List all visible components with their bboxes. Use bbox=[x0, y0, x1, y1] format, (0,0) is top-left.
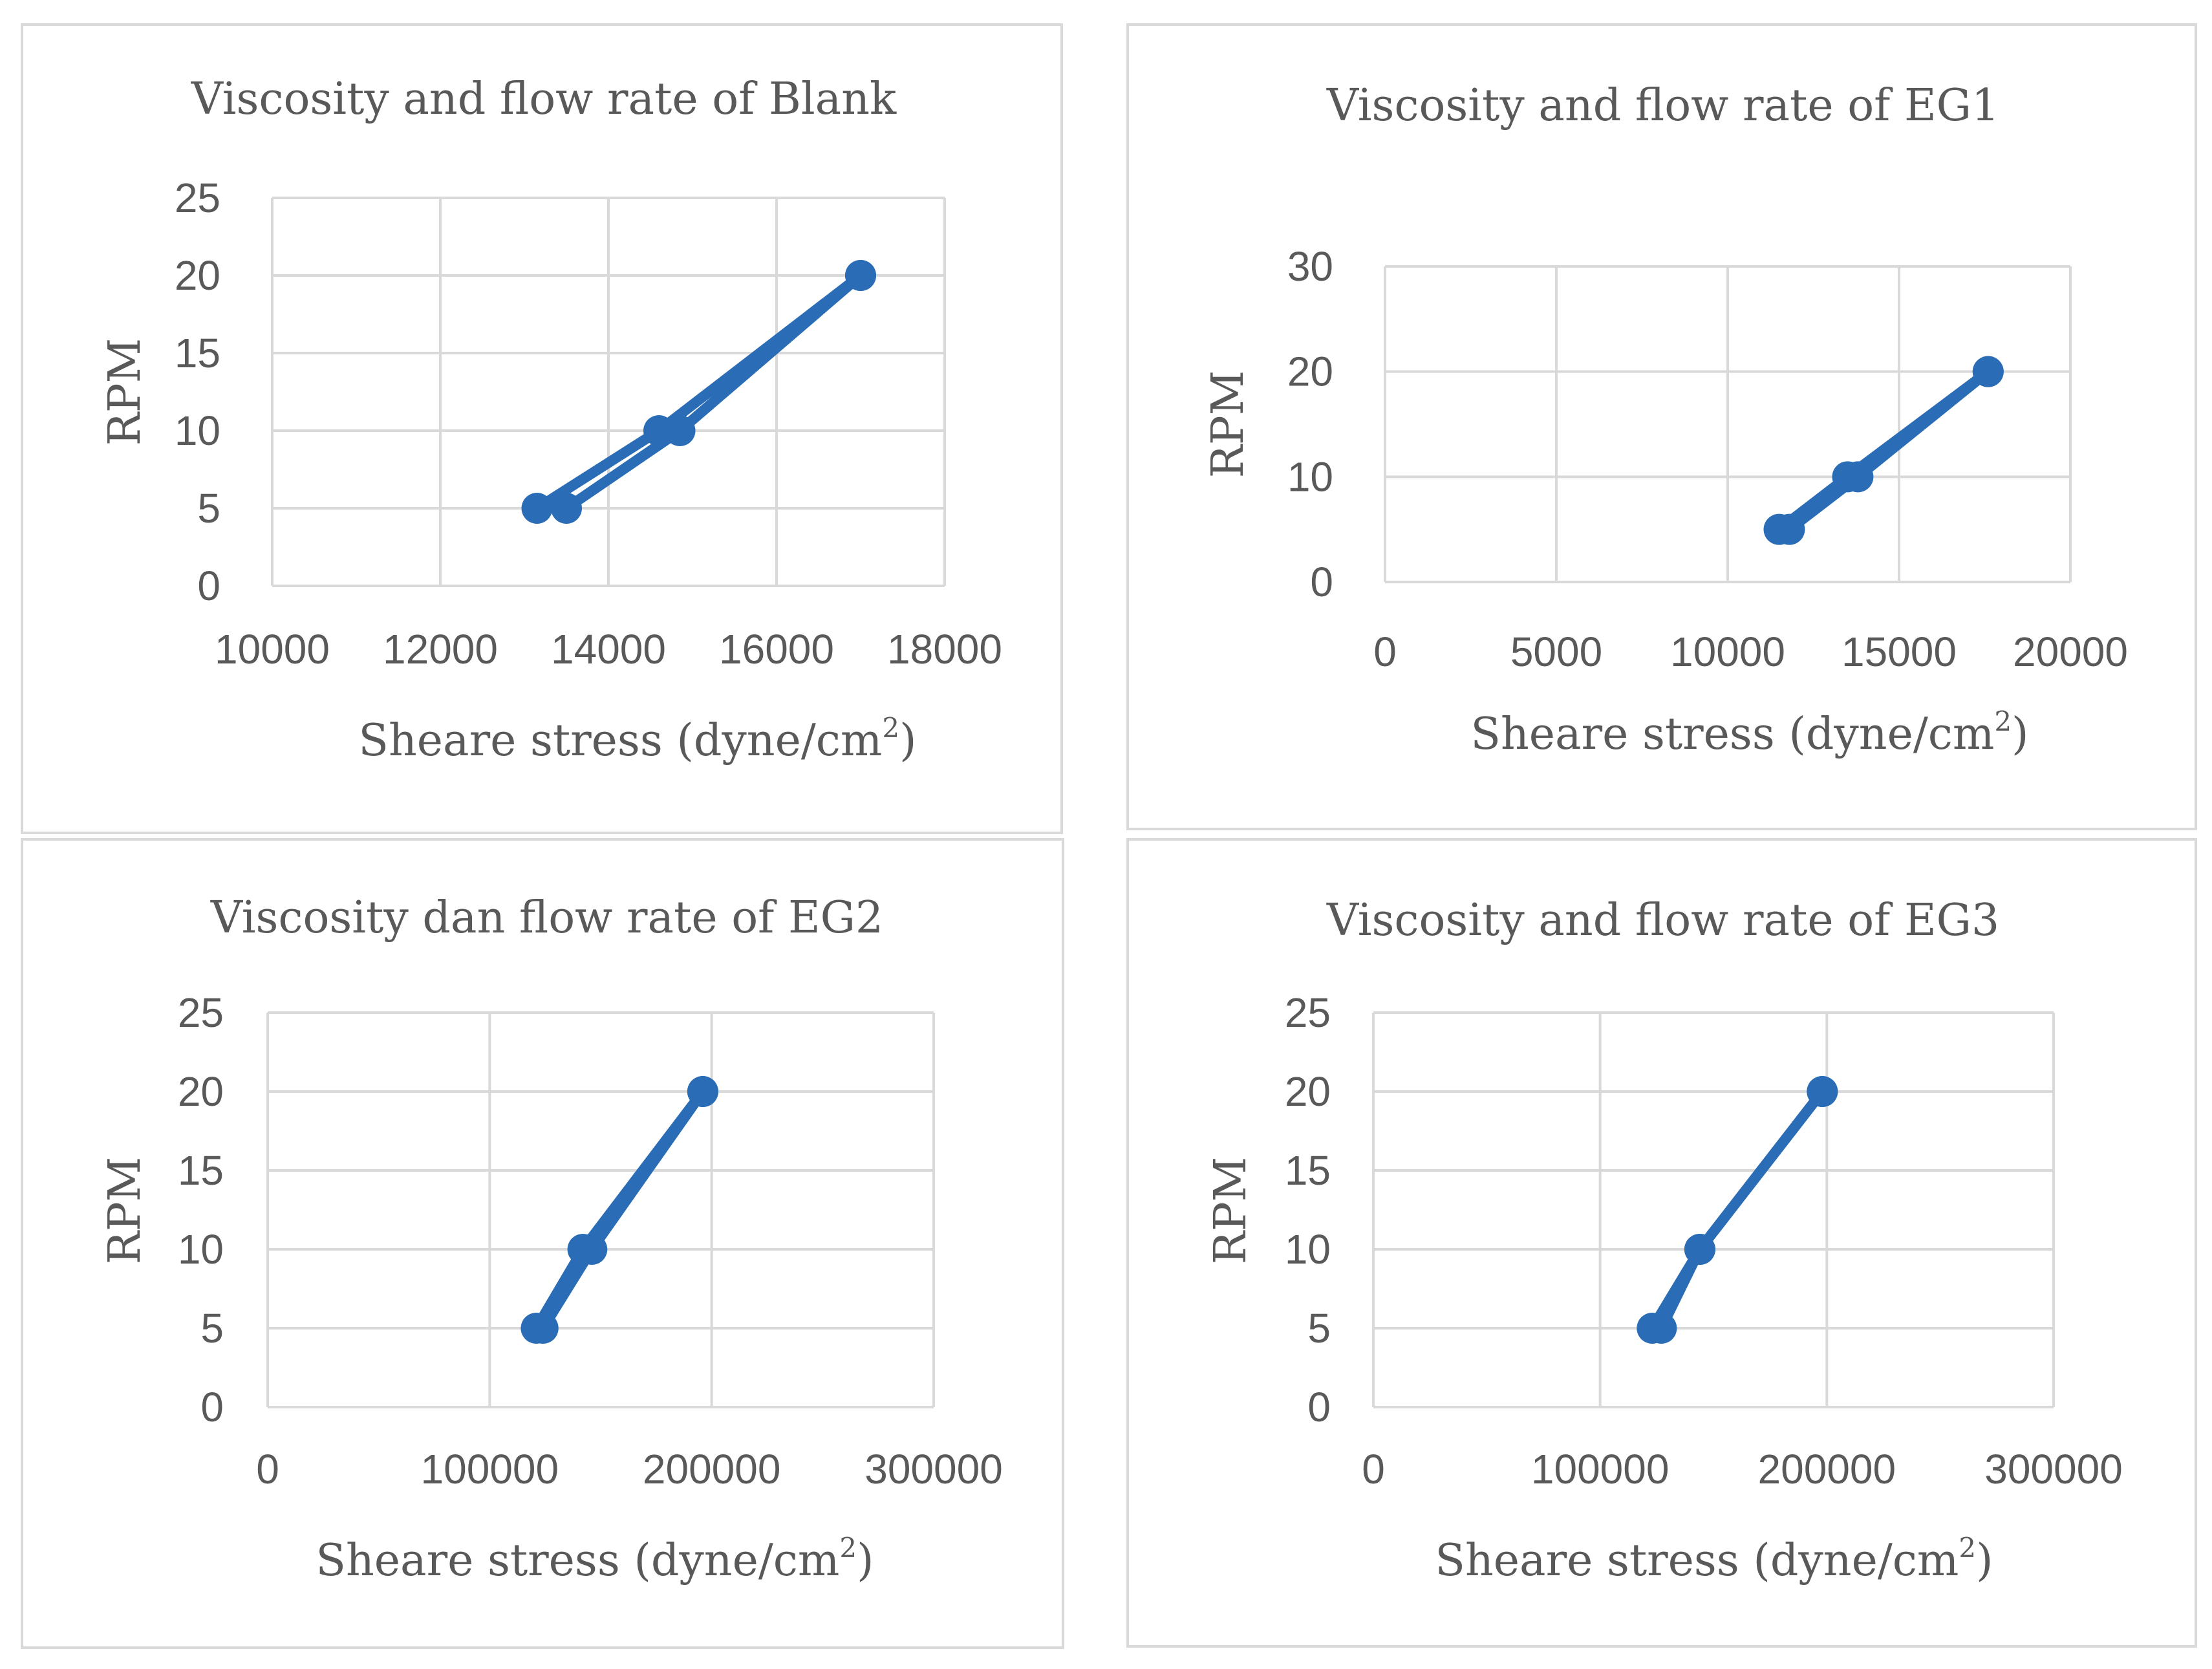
y-axis-title: RPM bbox=[1205, 1157, 1256, 1265]
x-axis-title-end: ) bbox=[899, 715, 917, 766]
x-axis-title-superscript: 2 bbox=[1959, 1532, 1976, 1564]
data-point bbox=[664, 415, 696, 446]
y-tick-label: 20 bbox=[1287, 349, 1333, 395]
x-axis-title-text: Sheare stress (dyne/cm bbox=[1470, 709, 1994, 760]
y-axis-title: RPM bbox=[100, 1157, 151, 1265]
x-tick-label: 100000 bbox=[1531, 1446, 1670, 1492]
x-axis-title-superscript: 2 bbox=[839, 1532, 857, 1564]
x-tick-label: 300000 bbox=[1984, 1446, 2123, 1492]
chart-eg2: Viscosity dan flow rate of EG20510152025… bbox=[100, 892, 1003, 1586]
x-axis-title: Sheare stress (dyne/cm2) bbox=[358, 712, 916, 766]
y-tick-label: 20 bbox=[1285, 1068, 1331, 1115]
data-point bbox=[1646, 1313, 1677, 1344]
x-tick-label: 16000 bbox=[719, 626, 834, 673]
x-tick-label: 200000 bbox=[1758, 1446, 1896, 1492]
series-line-down bbox=[1656, 1086, 1828, 1333]
y-tick-label: 0 bbox=[1310, 559, 1333, 605]
data-point bbox=[576, 1234, 608, 1265]
y-tick-label: 25 bbox=[1285, 989, 1331, 1036]
y-tick-label: 10 bbox=[1285, 1226, 1331, 1273]
x-tick-label: 0 bbox=[256, 1446, 279, 1492]
x-tick-label: 10000 bbox=[1670, 629, 1785, 675]
chart-blank: Viscosity and flow rate of Blank 0 5 10 15 20… bbox=[100, 74, 1002, 766]
x-tick-label: 5000 bbox=[1510, 629, 1602, 675]
y-tick-label: 15 bbox=[178, 1147, 224, 1194]
x-tick-label: 300000 bbox=[864, 1446, 1003, 1492]
x-axis-title-superscript: 2 bbox=[1994, 705, 2012, 737]
x-tick-label: 18000 bbox=[887, 626, 1002, 673]
y-tick-label: 15 bbox=[1285, 1147, 1331, 1194]
series-line-down bbox=[1784, 366, 1993, 535]
y-tick-label: 10 bbox=[178, 1226, 224, 1273]
chart-panel-eg2: Viscosity dan flow rate of EG2 0 5 10 15 20 25… bbox=[21, 838, 1064, 1649]
chart-title: Viscosity and flow rate of Blank bbox=[191, 74, 897, 125]
x-axis-title: Sheare stress (dyne/cm2) bbox=[1435, 1532, 1993, 1586]
y-tick-label: 20 bbox=[178, 1068, 224, 1115]
x-axis-title: Sheare stress (dyne/cm2) bbox=[316, 1532, 874, 1586]
chart-eg1: Viscosity and flow rate of EG1 0 10 20 30 0 50… bbox=[1203, 80, 2128, 760]
data-point bbox=[1684, 1234, 1715, 1265]
data-point bbox=[551, 493, 582, 524]
y-tick-label: 5 bbox=[200, 1305, 224, 1351]
data-point bbox=[1774, 513, 1805, 545]
series-line-down bbox=[537, 1086, 708, 1333]
y-tick-label: 0 bbox=[197, 563, 220, 609]
x-axis-title-text: Sheare stress (dyne/cm bbox=[316, 1535, 839, 1586]
x-tick-label: 14000 bbox=[551, 626, 666, 673]
y-tick-label: 0 bbox=[1307, 1384, 1331, 1430]
x-tick-label: 10000 bbox=[215, 626, 330, 673]
data-point bbox=[1972, 356, 2004, 387]
x-tick-label: 200000 bbox=[643, 1446, 781, 1492]
x-axis-title-text: Sheare stress (dyne/cm bbox=[1435, 1535, 1959, 1586]
data-point bbox=[527, 1313, 559, 1344]
y-tick-label: 20 bbox=[175, 252, 220, 299]
y-axis-title: RPM bbox=[1203, 371, 1254, 479]
y-axis-title: RPM bbox=[100, 338, 151, 446]
x-tick-label: 0 bbox=[1362, 1446, 1385, 1492]
y-tick-label: 15 bbox=[175, 330, 220, 376]
x-axis-title-text: Sheare stress (dyne/cm bbox=[358, 715, 882, 766]
y-tick-label: 0 bbox=[200, 1384, 224, 1430]
x-axis-title-end: ) bbox=[1976, 1535, 1993, 1586]
data-point bbox=[687, 1076, 718, 1107]
data-point bbox=[845, 260, 876, 291]
chart-panel-blank: Viscosity and flow rate of Blank 0 5 10 15 20… bbox=[21, 23, 1063, 834]
data-point bbox=[521, 493, 553, 524]
x-tick-label: 0 bbox=[1373, 629, 1397, 675]
chart-title: Viscosity and flow rate of EG3 bbox=[1326, 895, 1999, 946]
chart-eg3: Viscosity and flow rate of EG30510152025… bbox=[1205, 895, 2123, 1586]
x-tick-label: 15000 bbox=[1842, 629, 1957, 675]
chart-panel-eg3: Viscosity and flow rate of EG3 0 5 10 15 20 25… bbox=[1126, 838, 2197, 1648]
x-axis-title-superscript: 2 bbox=[882, 712, 899, 744]
x-axis-title-end: ) bbox=[2012, 709, 2029, 760]
y-tick-label: 5 bbox=[197, 485, 220, 532]
y-tick-label: 25 bbox=[178, 989, 224, 1036]
x-tick-label: 20000 bbox=[2013, 629, 2128, 675]
y-tick-label: 5 bbox=[1307, 1305, 1331, 1351]
x-axis-title: Sheare stress (dyne/cm2) bbox=[1470, 705, 2028, 760]
data-point bbox=[1842, 461, 1874, 493]
y-tick-label: 30 bbox=[1287, 243, 1333, 290]
x-tick-label: 12000 bbox=[383, 626, 498, 673]
chart-title: Viscosity dan flow rate of EG2 bbox=[210, 892, 883, 943]
chart-title: Viscosity and flow rate of EG1 bbox=[1326, 80, 1999, 131]
y-tick-label: 10 bbox=[175, 407, 220, 454]
chart-panel-eg1: Viscosity and flow rate of EG1 0 10 20 30 0 50… bbox=[1126, 23, 2197, 830]
data-point bbox=[1807, 1076, 1838, 1107]
x-tick-label: 100000 bbox=[421, 1446, 559, 1492]
x-axis-title-end: ) bbox=[857, 1535, 874, 1586]
y-tick-label: 25 bbox=[175, 175, 220, 221]
y-tick-label: 10 bbox=[1287, 453, 1333, 500]
